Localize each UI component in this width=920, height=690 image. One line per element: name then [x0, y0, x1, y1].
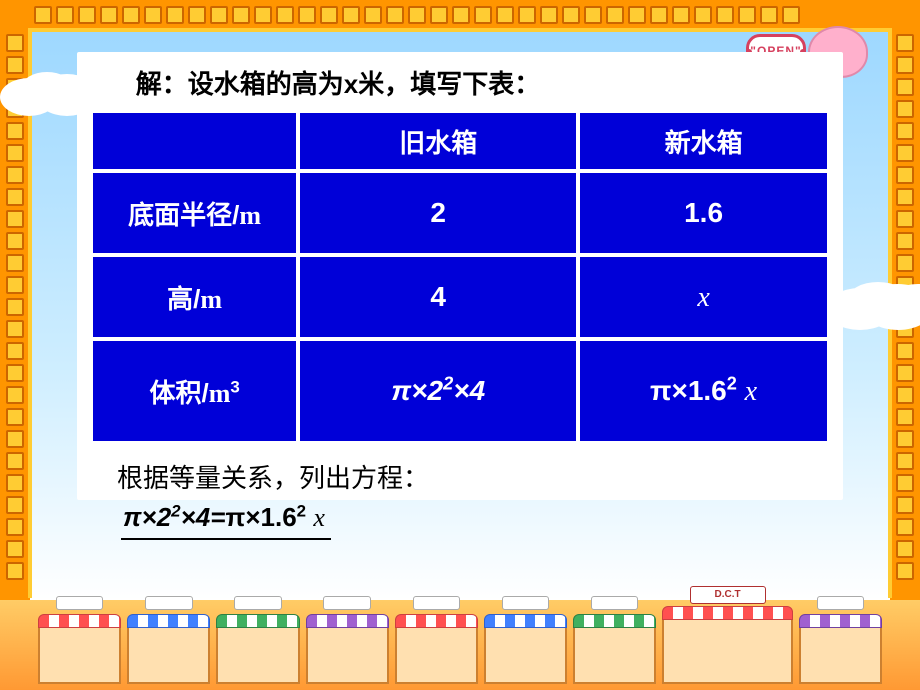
shop-dct-icon: D.C.T	[662, 614, 793, 684]
equation: π×22×4=π×1.62 x	[121, 498, 331, 540]
border-squares-left	[4, 32, 26, 582]
border-squares-top	[32, 4, 802, 26]
slide-frame: "OPEN" 解：设水箱的高为x米，填写下表： 旧水箱 新水箱 底面半径/m 2…	[0, 0, 920, 690]
height-old: 4	[300, 257, 576, 337]
label-volume: 体积/m3	[93, 341, 296, 441]
conclusion-block: 根据等量关系，列出方程： π×22×4=π×1.62 x	[89, 459, 831, 540]
shop-icon	[799, 622, 882, 684]
cloud-icon	[22, 72, 72, 102]
height-new: x	[580, 257, 827, 337]
label-height: 高/m	[93, 257, 296, 337]
header-old: 旧水箱	[300, 113, 576, 169]
row-radius: 底面半径/m 2 1.6	[93, 173, 827, 253]
radius-new: 1.6	[580, 173, 827, 253]
shop-icon	[38, 622, 121, 684]
row-height: 高/m 4 x	[93, 257, 827, 337]
data-table: 旧水箱 新水箱 底面半径/m 2 1.6 高/m 4 x 体积/m3 π×22×…	[89, 109, 831, 445]
shop-icon	[395, 622, 478, 684]
content-card: 解：设水箱的高为x米，填写下表： 旧水箱 新水箱 底面半径/m 2 1.6 高/…	[77, 52, 843, 500]
row-volume: 体积/m3 π×22×4 π×1.62 x	[93, 341, 827, 441]
shop-icon	[216, 622, 299, 684]
header-blank	[93, 113, 296, 169]
volume-old: π×22×4	[300, 341, 576, 441]
volume-new: π×1.62 x	[580, 341, 827, 441]
shop-icon	[127, 622, 210, 684]
shop-icon	[573, 622, 656, 684]
header-new: 新水箱	[580, 113, 827, 169]
shop-icon	[306, 622, 389, 684]
radius-old: 2	[300, 173, 576, 253]
problem-statement: 解：设水箱的高为x米，填写下表：	[89, 64, 831, 101]
sky-background: "OPEN" 解：设水箱的高为x米，填写下表： 旧水箱 新水箱 底面半径/m 2…	[32, 32, 888, 600]
cloud-icon	[848, 282, 908, 316]
label-radius: 底面半径/m	[93, 173, 296, 253]
shops-strip: D.C.T	[30, 606, 890, 684]
conclusion-text: 根据等量关系，列出方程：	[117, 463, 429, 493]
table-header-row: 旧水箱 新水箱	[93, 113, 827, 169]
shop-icon	[484, 622, 567, 684]
